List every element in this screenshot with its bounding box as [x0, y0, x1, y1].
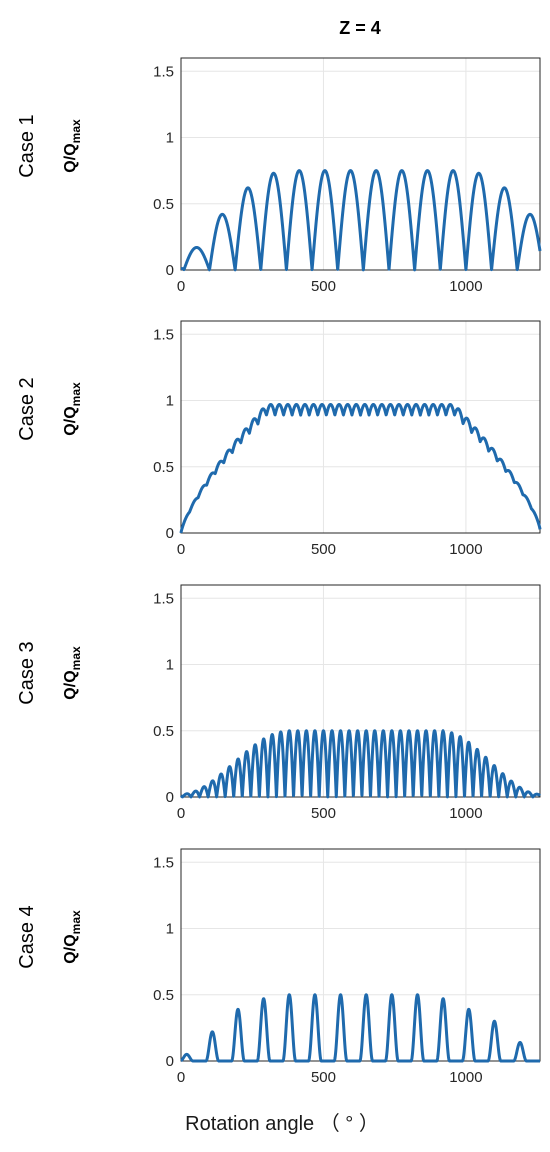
y-axis-label: Q/Qmax — [62, 119, 83, 173]
x-tick-label: 1000 — [449, 541, 482, 558]
y-axis-label-main: Q/Q — [62, 934, 79, 963]
figure-title: Z = 4 — [339, 18, 381, 38]
y-tick-label: 0.5 — [153, 723, 174, 740]
y-tick-label: 0.5 — [153, 459, 174, 476]
y-tick-label: 1 — [166, 393, 174, 410]
series-line — [179, 729, 542, 799]
y-tick-label: 1.5 — [153, 63, 174, 80]
y-axis-label-subscript: max — [69, 119, 83, 143]
plot-frame — [180, 584, 541, 798]
x-tick-label: 0 — [177, 278, 185, 295]
x-tick-label: 0 — [177, 1069, 185, 1086]
y-tick-label: 1 — [166, 921, 174, 938]
y-tick-label: 0 — [166, 789, 174, 806]
series-line — [179, 402, 542, 534]
y-tick-label: 1.5 — [153, 854, 174, 871]
case-label: Case 4 — [16, 905, 38, 968]
case-label: Case 2 — [16, 377, 38, 440]
plot-frame — [180, 320, 541, 534]
chart-panel-3: 0 0.5 1 1.5 0 500 1000 Case 3 Q/Qmax — [16, 584, 542, 822]
y-tick-label: 1.5 — [153, 326, 174, 343]
y-axis-label-main: Q/Q — [62, 406, 79, 435]
plot-frame — [180, 57, 541, 271]
y-axis-label-main: Q/Q — [62, 143, 79, 172]
y-axis-label: Q/Qmax — [62, 910, 83, 964]
y-tick-label: 0 — [166, 262, 174, 279]
y-axis-label: Q/Qmax — [62, 646, 83, 700]
x-tick-label: 1000 — [449, 805, 482, 822]
x-tick-label: 500 — [311, 805, 336, 822]
y-axis-label-subscript: max — [69, 382, 83, 406]
x-tick-label: 0 — [177, 541, 185, 558]
y-tick-label: 0.5 — [153, 196, 174, 213]
x-tick-label: 1000 — [449, 278, 482, 295]
y-tick-label: 1 — [166, 657, 174, 674]
x-tick-label: 500 — [311, 1069, 336, 1086]
y-axis-label-subscript: max — [69, 910, 83, 934]
x-axis-label: Rotation angle （ ° ） — [185, 1112, 379, 1135]
x-tick-label: 0 — [177, 805, 185, 822]
chart-panel-4: 0 0.5 1 1.5 0 500 1000 Case 4 Q/Qmax — [16, 848, 542, 1086]
y-axis-label: Q/Qmax — [62, 382, 83, 436]
y-tick-label: 0 — [166, 525, 174, 542]
x-tick-label: 500 — [311, 278, 336, 295]
series-line — [179, 993, 542, 1063]
x-tick-label: 1000 — [449, 1069, 482, 1086]
chart-panel-1: 0 0.5 1 1.5 0 500 1000 Case 1 Q/Qmax — [16, 57, 542, 295]
chart-panel-2: 0 0.5 1 1.5 0 500 1000 Case 2 Q/Qmax — [16, 320, 542, 558]
y-tick-label: 1.5 — [153, 590, 174, 607]
y-tick-label: 0.5 — [153, 987, 174, 1004]
y-tick-label: 0 — [166, 1053, 174, 1070]
x-tick-label: 500 — [311, 541, 336, 558]
series-line — [179, 169, 542, 272]
case-label: Case 3 — [16, 641, 38, 704]
y-tick-label: 1 — [166, 130, 174, 147]
y-axis-label-subscript: max — [69, 646, 83, 670]
y-axis-label-main: Q/Q — [62, 670, 79, 699]
case-label: Case 1 — [16, 114, 38, 177]
